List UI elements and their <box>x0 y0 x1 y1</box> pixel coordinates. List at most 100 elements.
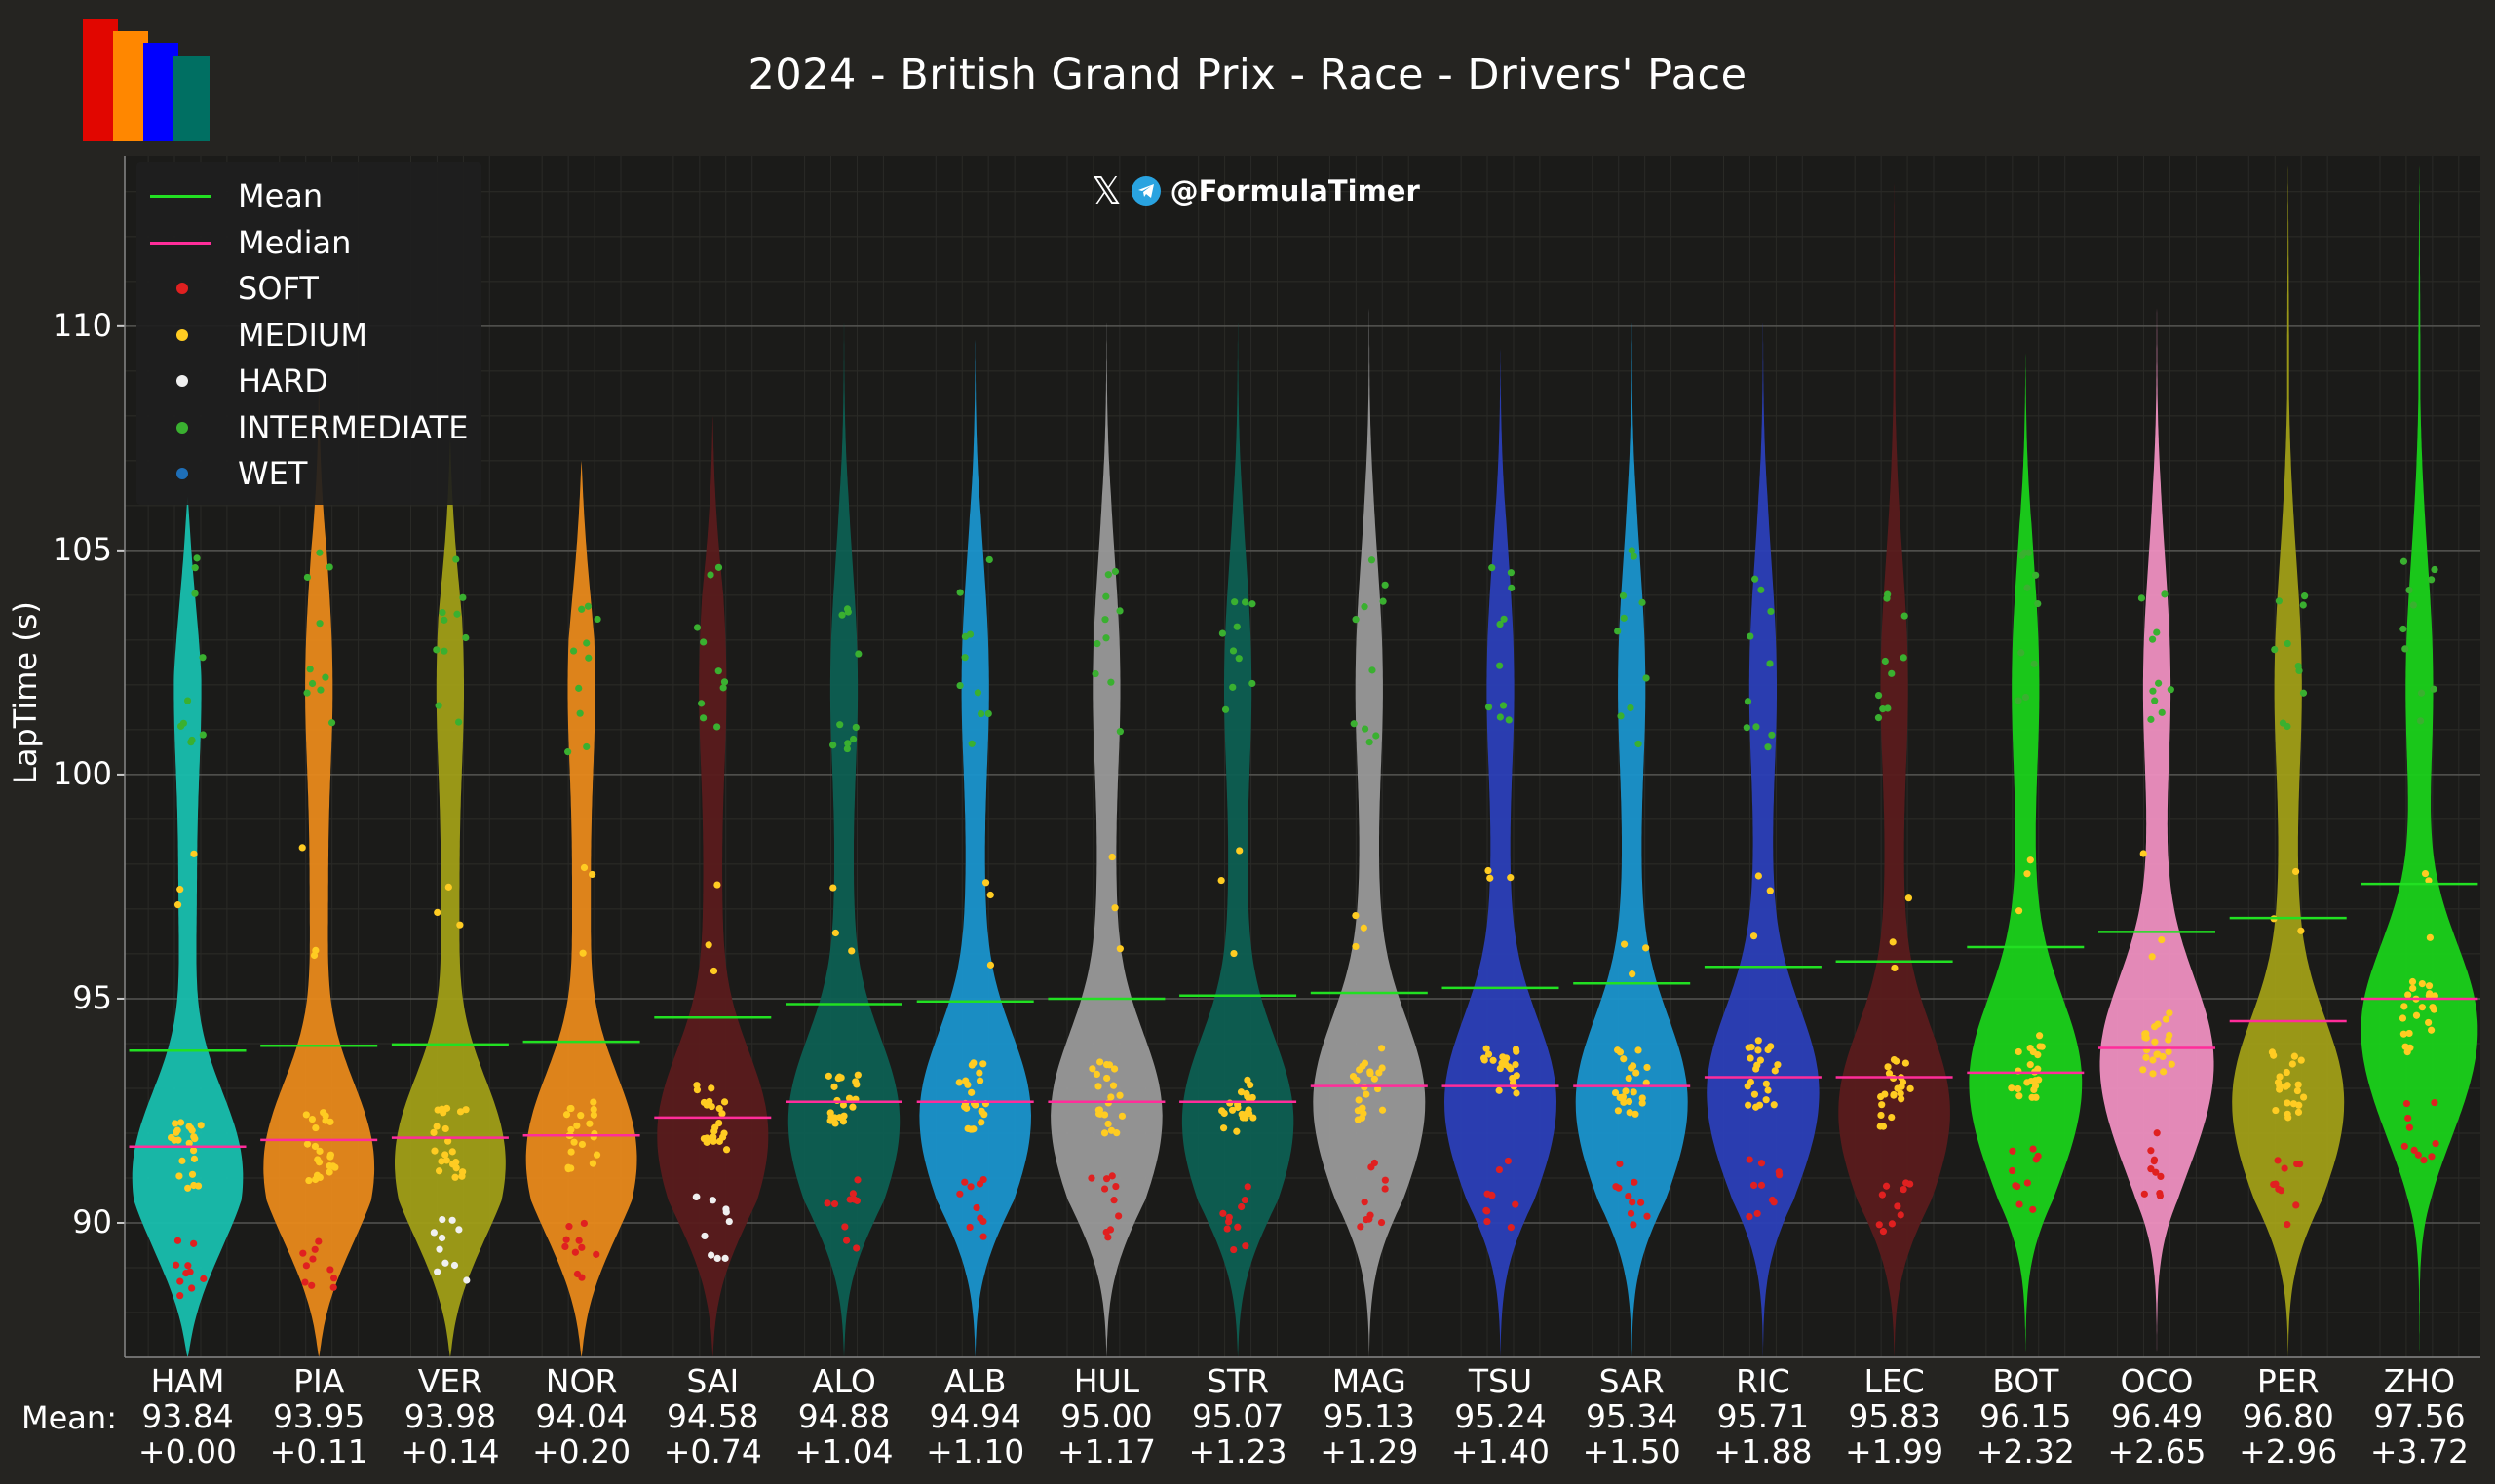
medium-lap-dot <box>1352 911 1360 920</box>
medium-lap-dot <box>1103 1074 1111 1083</box>
medium-lap-dot <box>176 886 184 894</box>
y-tick-label: 90 <box>72 1202 112 1240</box>
soft-lap-dot <box>2414 1151 2422 1159</box>
intermediate-lap-dot <box>720 678 729 686</box>
soft-lap-dot <box>973 1203 980 1212</box>
driver-code: MAG <box>1331 1362 1406 1400</box>
y-tick-label: 95 <box>72 978 112 1016</box>
intermediate-lap-dot <box>1617 712 1625 720</box>
medium-lap-dot <box>580 863 589 872</box>
driver-column-label: PIA 93.95 +0.11 <box>255 1364 382 1469</box>
soft-lap-dot <box>722 1205 730 1213</box>
intermediate-lap-dot <box>968 740 976 747</box>
intermediate-lap-dot <box>2299 689 2308 697</box>
soft-lap-dot <box>2153 1129 2161 1137</box>
medium-lap-dot <box>2023 870 2031 878</box>
soft-lap-dot <box>1370 1159 1378 1167</box>
intermediate-lap-dot <box>1235 655 1243 663</box>
soft-lap-dot <box>308 1281 316 1289</box>
medium-lap-dot <box>2034 1051 2042 1059</box>
soft-lap-dot <box>190 1239 198 1247</box>
violin-zho <box>2361 156 2478 1357</box>
medium-lap-dot <box>586 1120 594 1127</box>
soft-lap-dot <box>1241 1196 1248 1204</box>
medium-lap-dot <box>2297 1056 2305 1064</box>
medium-lap-dot <box>458 1172 466 1180</box>
soft-lap-dot <box>1636 1199 1645 1206</box>
medium-lap-dot <box>2026 1061 2034 1069</box>
medium-lap-dot <box>564 1165 572 1173</box>
driver-delta: +2.65 <box>2107 1432 2207 1470</box>
medium-lap-dot <box>1898 1095 1905 1103</box>
handle-text: @FormulaTimer <box>1170 174 1420 208</box>
driver-delta: +0.20 <box>532 1432 632 1470</box>
medium-lap-dot <box>700 1098 709 1107</box>
medium-lap-dot <box>178 1157 186 1164</box>
medium-lap-dot <box>1093 1070 1100 1079</box>
medium-lap-dot <box>978 1107 985 1115</box>
medium-lap-dot <box>1884 1063 1892 1071</box>
medium-lap-dot <box>963 1104 971 1112</box>
violin-ham <box>132 496 244 1357</box>
violin-pia <box>263 370 375 1357</box>
intermediate-lap-dot <box>179 719 187 727</box>
medium-lap-dot <box>1764 1086 1772 1094</box>
driver-delta: +2.32 <box>1976 1432 2075 1470</box>
intermediate-lap-dot <box>1361 603 1368 611</box>
intermediate-lap-dot <box>984 709 992 718</box>
medium-lap-dot <box>853 1081 861 1088</box>
medium-lap-dot <box>2139 850 2147 857</box>
medium-lap-dot <box>1486 874 1494 882</box>
medium-lap-dot <box>1111 904 1119 912</box>
soft-lap-dot <box>438 1234 446 1242</box>
soft-lap-dot <box>1879 1228 1888 1236</box>
soft-lap-dot <box>2150 1158 2158 1165</box>
intermediate-lap-dot <box>852 723 860 732</box>
soft-lap-dot <box>1234 1223 1242 1231</box>
intermediate-lap-dot <box>829 742 837 749</box>
driver-code: SAR <box>1598 1362 1665 1400</box>
intermediate-lap-dot <box>583 639 591 647</box>
intermediate-lap-dot <box>585 654 593 662</box>
medium-lap-dot <box>845 1094 854 1102</box>
intermediate-lap-dot <box>2155 679 2163 687</box>
medium-lap-dot <box>1248 1093 1256 1102</box>
soft-lap-dot <box>1775 1168 1783 1176</box>
legend-label: MEDIUM <box>238 316 367 354</box>
intermediate-lap-dot <box>1484 704 1493 711</box>
medium-lap-dot <box>312 946 320 954</box>
medium-lap-dot <box>2288 1060 2296 1068</box>
driver-code: VER <box>417 1362 483 1400</box>
soft-lap-dot <box>580 1219 588 1228</box>
medium-lap-dot <box>171 1120 179 1127</box>
intermediate-lap-dot <box>1900 612 1908 620</box>
soft-lap-dot <box>593 1250 600 1258</box>
intermediate-lap-dot <box>707 571 714 579</box>
driver-delta: +1.88 <box>1713 1432 1813 1470</box>
medium-lap-dot <box>986 891 994 899</box>
medium-lap-dot <box>326 1168 333 1176</box>
medium-lap-dot <box>1625 1074 1632 1083</box>
intermediate-lap-dot <box>441 647 448 655</box>
intermediate-lap-dot <box>2030 660 2038 667</box>
intermediate-lap-dot <box>1638 598 1646 606</box>
medium-lap-dot <box>567 1125 575 1134</box>
driver-delta: +3.72 <box>2369 1432 2469 1470</box>
soft-lap-dot <box>2274 1157 2282 1164</box>
soft-lap-dot <box>2029 1205 2037 1213</box>
legend-label: Mean <box>238 177 324 214</box>
violin-per <box>2232 156 2345 1357</box>
medium-lap-dot <box>2151 1023 2159 1031</box>
intermediate-lap-dot <box>2151 697 2159 704</box>
intermediate-lap-dot <box>1627 704 1634 712</box>
medium-lap-dot <box>2168 1060 2175 1068</box>
intermediate-lap-dot <box>1642 674 1650 682</box>
medium-lap-dot <box>1363 1090 1370 1098</box>
intermediate-lap-dot <box>1746 632 1754 640</box>
medium-lap-dot <box>1484 866 1492 875</box>
driver-mean: 95.34 <box>1585 1397 1678 1435</box>
driver-delta: +1.50 <box>1582 1432 1681 1470</box>
medium-lap-dot <box>978 1119 985 1126</box>
medium-lap-dot <box>1370 1075 1379 1083</box>
driver-mean: 95.00 <box>1060 1397 1153 1435</box>
